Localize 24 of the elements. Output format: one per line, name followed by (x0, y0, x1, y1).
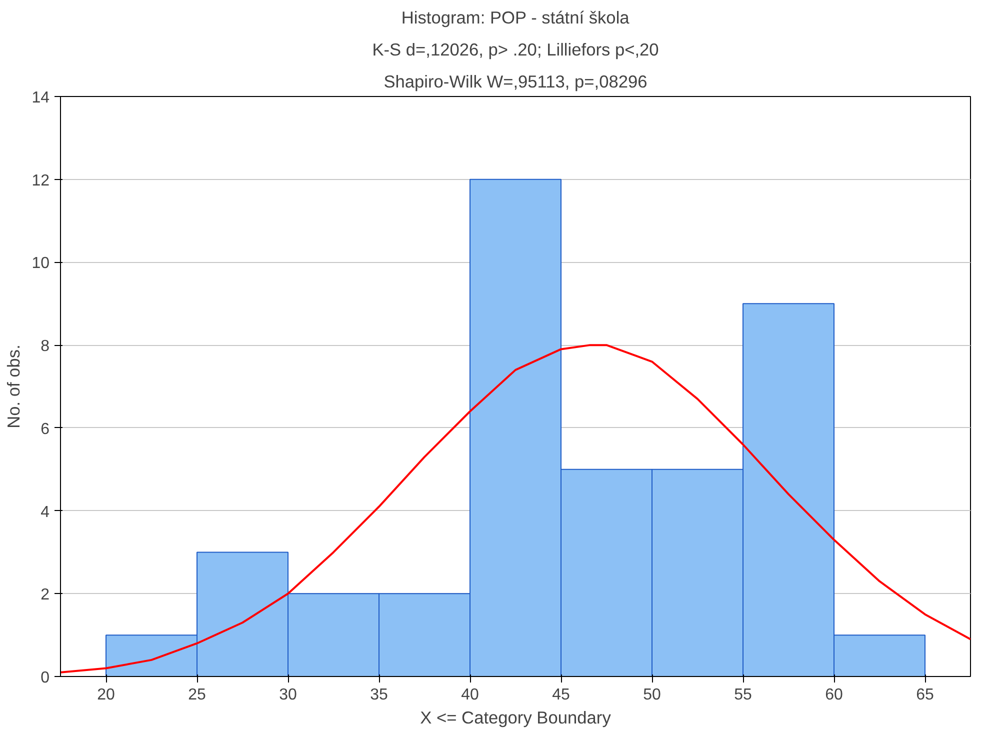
x-axis-title: X <= Category Boundary (420, 708, 612, 728)
x-tick-label: 20 (97, 686, 115, 704)
y-tick-label: 2 (40, 586, 50, 604)
y-tick-label: 4 (40, 504, 50, 521)
x-tick-label: 65 (916, 686, 934, 704)
x-tick-label: 50 (643, 686, 661, 704)
x-tick-label: 60 (825, 686, 843, 704)
y-tick-label: 10 (32, 255, 50, 272)
x-tick-label: 25 (188, 686, 206, 704)
x-tick-label: 30 (279, 686, 297, 704)
x-tick-label: 55 (734, 686, 752, 704)
y-axis-title: No. of obs. (4, 344, 24, 428)
y-tick-label: 8 (40, 338, 50, 356)
chart-title: Histogram: POP - státní škola (401, 8, 630, 28)
y-tick-label: 0 (40, 670, 50, 686)
x-tick-label: 40 (461, 686, 479, 704)
y-tick-label: 6 (40, 420, 50, 438)
y-tick-label: 12 (32, 172, 50, 190)
y-tick-label: 14 (32, 90, 50, 106)
line-series (60, 344, 970, 674)
x-tick-label: 45 (552, 686, 570, 704)
chart-subtitle: K-S d=,12026, p> .20; Lilliefors p<,20 (372, 40, 659, 60)
x-tick-label: 35 (370, 686, 388, 704)
text: Shapiro-Wilk W=,95113, p=,08296 (384, 72, 648, 92)
